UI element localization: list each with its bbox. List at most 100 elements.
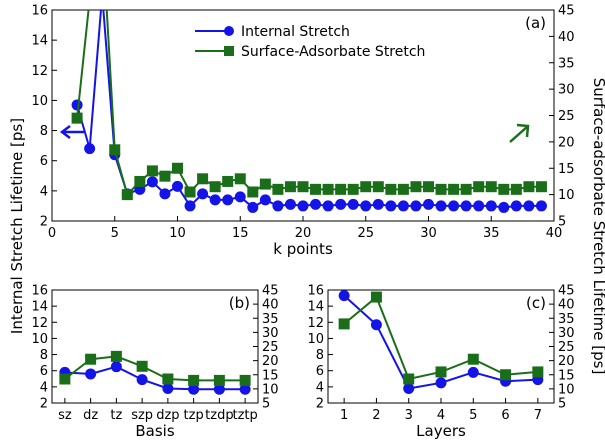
right-ytick-label: 40 [558, 298, 575, 313]
right-arrow-head [516, 123, 530, 138]
right-ytick-label: 5 [262, 397, 270, 412]
surface-adsorbate-stretch-point [338, 318, 350, 330]
internal-stretch-point [410, 200, 422, 212]
right-ytick-label: 45 [558, 4, 575, 19]
left-ytick-label: 12 [31, 316, 48, 331]
internal-stretch-point [435, 200, 447, 212]
surface-adsorbate-stretch-point [222, 175, 234, 187]
internal-stretch-point [372, 198, 384, 210]
surface-adsorbate-stretch-point [184, 186, 196, 198]
surface-adsorbate-stretch-point [146, 165, 158, 177]
surface-adsorbate-stretch-point [385, 183, 397, 195]
right-ytick-label: 45 [262, 284, 279, 299]
internal-stretch-point [473, 200, 485, 212]
surface-adsorbate-stretch-point [435, 183, 447, 195]
xaxis-label: Basis [135, 422, 174, 440]
surface-adsorbate-stretch-point [85, 0, 95, 4]
internal-stretch-point [272, 200, 284, 212]
left-ytick-label: 14 [31, 300, 48, 315]
xaxis-label: k points [273, 240, 333, 258]
left-ytick-label: 6 [316, 364, 324, 379]
surface-adsorbate-stretch-point [247, 186, 259, 198]
internal-stretch-point [136, 374, 148, 386]
surface-adsorbate-stretch-point [272, 183, 284, 195]
left-ytick-label: 10 [31, 332, 48, 347]
xtick-label: tzp [184, 408, 204, 423]
left-ytick-label: 6 [40, 154, 48, 169]
surface-adsorbate-stretch-point [172, 162, 183, 174]
surface-adsorbate-stretch-point [335, 183, 347, 195]
xtick-label: 30 [420, 226, 437, 241]
right-ytick-label: 30 [262, 326, 279, 341]
legend-label: Surface-Adsorbate Stretch [241, 44, 425, 60]
surface-adsorbate-stretch-point [109, 144, 121, 156]
internal-stretch-point [85, 368, 97, 380]
panel-0: 2 4 6 8 10 12 14 16 5 10 15 20 25 30 35 40 45 0 5 10 15 20 25 3… [31, 0, 575, 259]
internal-stretch-point [510, 200, 522, 212]
xtick-label: 25 [357, 226, 374, 241]
left-ytick-label: 4 [40, 380, 48, 395]
surface-adsorbate-stretch-point [410, 181, 422, 193]
internal-stretch-point [310, 198, 322, 210]
left-ytick-label: 8 [40, 124, 48, 139]
surface-adsorbate-stretch-point [510, 183, 522, 195]
left-ytick-label: 10 [307, 332, 324, 347]
internal-stretch-point [403, 382, 415, 394]
surface-adsorbate-stretch-point [448, 183, 460, 195]
surface-adsorbate-stretch-point [85, 353, 97, 365]
internal-stretch-point [370, 319, 382, 331]
surface-adsorbate-stretch-point [188, 374, 200, 386]
xtick-label: 3 [405, 408, 413, 423]
internal-stretch-point [338, 290, 350, 302]
surface-adsorbate-stretch-point [532, 366, 544, 378]
surface-adsorbate-stretch-point [535, 181, 547, 193]
left-ytick-label: 8 [316, 348, 324, 363]
right-arrow [509, 126, 528, 143]
internal-stretch-point [234, 191, 246, 203]
right-ytick-label: 5 [558, 215, 566, 230]
plot-frame [51, 289, 259, 404]
xtick-label: 4 [437, 408, 445, 423]
xtick-label: tz [110, 408, 122, 423]
internal-stretch-point [322, 200, 334, 212]
internal-stretch-point [535, 200, 547, 212]
internal-stretch-point [460, 200, 472, 212]
xtick-label: 40 [546, 226, 563, 241]
xtick-label: 15 [232, 226, 249, 241]
internal-stretch-point [335, 198, 347, 210]
left-ytick-label: 2 [316, 397, 324, 412]
internal-stretch-point [385, 200, 397, 212]
surface-adsorbate-stretch-point [234, 173, 246, 185]
surface-adsorbate-stretch-point [159, 170, 171, 182]
surface-adsorbate-stretch-point [500, 369, 512, 381]
panel-label: (c) [526, 294, 546, 312]
surface-adsorbate-stretch-point [284, 181, 296, 193]
left-ytick-label: 16 [307, 284, 324, 299]
internal-stretch-point [110, 361, 122, 373]
xtick-label: 1 [340, 408, 348, 423]
right-ytick-label: 15 [558, 162, 575, 177]
left-ytick-label: 12 [307, 316, 324, 331]
right-ytick-label: 40 [262, 298, 279, 313]
surface-adsorbate-stretch-point [59, 373, 71, 385]
series-area [59, 350, 251, 395]
right-ylabel: Surface-adsorbate Stretch Lifetime [ps] [590, 78, 605, 375]
surface-adsorbate-stretch-point [423, 181, 434, 193]
surface-adsorbate-stretch-point [435, 366, 447, 378]
surface-adsorbate-stretch-point [485, 181, 497, 193]
right-ytick-label: 35 [558, 312, 575, 327]
xtick-label: 20 [295, 226, 312, 241]
internal-stretch-point [435, 377, 447, 389]
xtick-label: sz [58, 408, 72, 423]
surface-adsorbate-stretch-point [360, 181, 372, 193]
surface-adsorbate-stretch-point [134, 175, 146, 187]
xtick-label: 0 [48, 226, 56, 241]
series-area [338, 290, 544, 394]
xtick-label: dzp [156, 408, 179, 423]
surface-adsorbate-stretch-point [347, 183, 359, 195]
internal-stretch-point [448, 200, 460, 212]
panel-label: (a) [525, 14, 546, 32]
xtick-label: 10 [169, 226, 186, 241]
surface-adsorbate-stretch-point [403, 373, 415, 385]
